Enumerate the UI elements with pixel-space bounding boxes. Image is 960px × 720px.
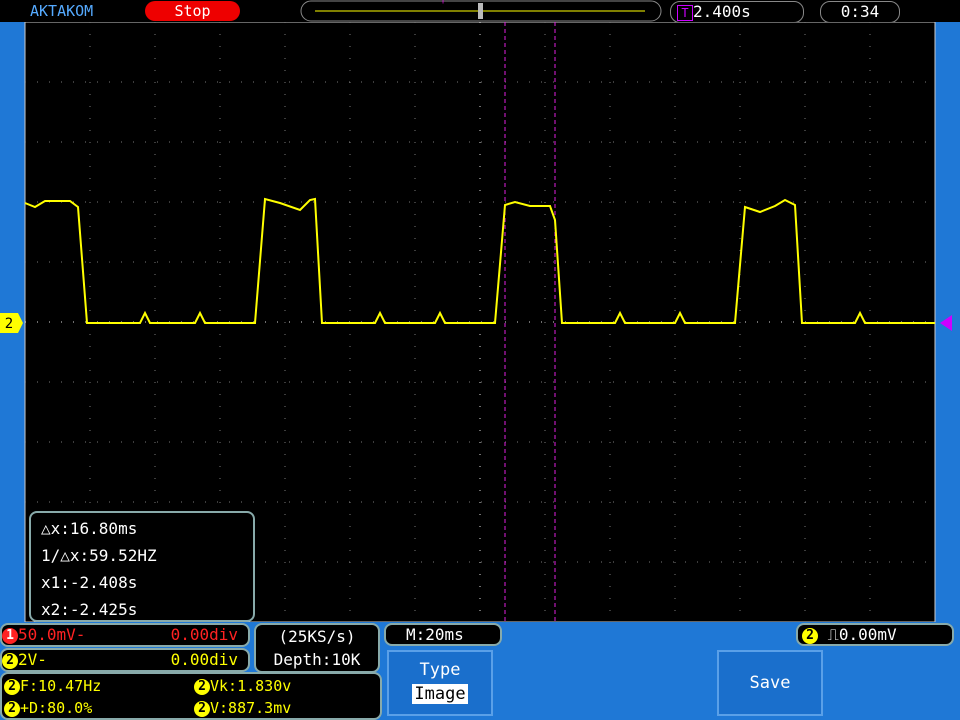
type-button[interactable]: Type Image: [387, 650, 493, 716]
timeline-trigger: ᵀ: [440, 0, 446, 10]
trigger-level-value: 0.00mV: [838, 625, 897, 644]
measurement: 2 +D:80.0%: [4, 697, 92, 719]
ch1-scale: 50.0mV-: [18, 625, 86, 644]
trigger-time: 2.400s: [693, 2, 751, 21]
type-value: Image: [412, 684, 468, 704]
ch1-badge: 1: [2, 627, 18, 644]
timeline: ᵀ: [300, 0, 662, 22]
status[interactable]: Stop: [145, 1, 240, 21]
timebase: M:20ms: [384, 623, 502, 646]
m-text: V:887.3mv: [210, 699, 292, 717]
measurement: 2 F:10.47Hz: [4, 675, 101, 697]
acquisition: (25KS/s) Depth:10K: [254, 623, 380, 673]
cursor-dx: △x:16.80ms: [41, 519, 138, 538]
channel-2[interactable]: 2 2V- 0.00div: [0, 648, 250, 672]
m-text: Vk:1.830v: [210, 677, 292, 695]
ch1-offset: 0.00div: [170, 625, 238, 644]
trigger-time-box: T 2.400s: [670, 1, 804, 23]
ch2-offset: 0.00div: [170, 650, 238, 669]
measurement: 2 V:887.3mv: [194, 697, 291, 719]
save-button[interactable]: Save: [717, 650, 823, 716]
m-text: +D:80.0%: [20, 699, 93, 717]
m-badge: 2: [194, 678, 210, 695]
trigger-level: 2 ⎍0.00mV: [796, 623, 954, 646]
m-text: F:10.47Hz: [20, 677, 102, 695]
type-label: Type: [419, 660, 461, 680]
channel-marker-bg: [0, 313, 23, 333]
brand: AKTAKOM: [30, 2, 94, 20]
cursor-panel: △x:16.80ms 1/△x:59.52HZ x1:-2.408s x2:-2…: [29, 511, 255, 622]
m-badge: 2: [4, 678, 20, 695]
measurement: 2 Vk:1.830v: [194, 675, 291, 697]
ch2-badge: 2: [2, 652, 18, 669]
trigger-icon: T: [677, 5, 693, 21]
cursor-inv-dx: 1/△x:59.52HZ: [41, 546, 157, 565]
sample-rate: (25KS/s): [278, 627, 356, 646]
waveform: [24, 197, 935, 324]
cursor-x1-value: x1:-2.408s: [41, 573, 138, 592]
trigger-level-marker: [940, 315, 952, 331]
channel-marker: 2: [5, 316, 13, 332]
trigger-badge: 2: [802, 627, 818, 644]
m-badge: 2: [194, 700, 210, 717]
clock: 0:34: [820, 1, 900, 23]
depth: Depth:10K: [273, 650, 361, 669]
cursor-x2-value: x2:-2.425s: [41, 600, 138, 619]
channel-1[interactable]: 1 50.0mV- 0.00div: [0, 623, 250, 647]
ch2-scale: 2V-: [18, 650, 47, 669]
measurements: 2 F:10.47Hz 2 Vk:1.830v 2 +D:80.0% 2 V:887.3…: [0, 672, 382, 720]
m-badge: 2: [4, 700, 20, 717]
timeline-window: [478, 3, 483, 19]
